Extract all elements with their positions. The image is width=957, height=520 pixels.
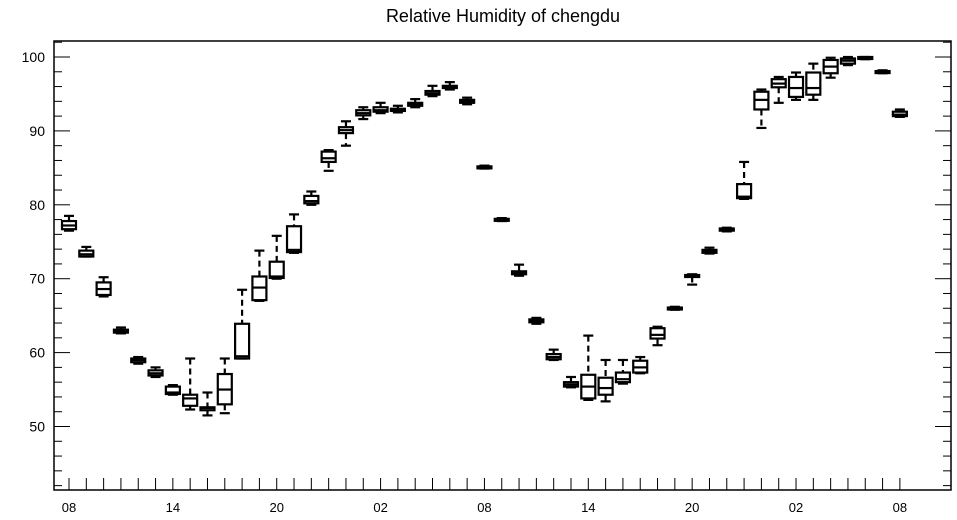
iqr-box <box>268 260 285 280</box>
box-hour-21 <box>424 84 441 98</box>
iqr-box <box>234 322 251 360</box>
iqr-box <box>735 183 753 200</box>
box-hour-31 <box>597 358 614 403</box>
box-hour-38 <box>718 226 735 233</box>
y-tick-label: 100 <box>22 49 46 65</box>
box-hour-47 <box>874 69 891 75</box>
y-tick-label: 90 <box>29 123 45 139</box>
iqr-box <box>285 225 303 254</box>
box-hour-25 <box>493 217 510 223</box>
chart-title: Relative Humidity of chengdu <box>386 6 620 26</box>
box-hour-12 <box>268 234 285 280</box>
box-hour-39 <box>735 160 753 200</box>
x-tick-label: 20 <box>685 500 699 515</box>
y-tick-label: 70 <box>29 271 45 287</box>
box-hour-35 <box>666 305 683 311</box>
box-hour-20 <box>407 98 424 109</box>
box-hour-34 <box>649 325 666 347</box>
box-hour-19 <box>389 104 406 114</box>
box-hour-8 <box>199 391 216 417</box>
iqr-box <box>303 194 320 205</box>
box-hour-22 <box>441 81 458 91</box>
iqr-box <box>614 371 632 384</box>
iqr-box <box>787 75 805 99</box>
box-series <box>60 55 908 417</box>
box-hour-23 <box>459 96 476 106</box>
box-hour-2 <box>95 276 112 298</box>
box-hour-36 <box>684 273 701 286</box>
box-hour-42 <box>787 71 805 101</box>
box-hour-13 <box>285 213 303 254</box>
box-hour-26 <box>510 263 528 277</box>
x-tick-label: 14 <box>166 500 180 515</box>
box-hour-17 <box>355 106 372 121</box>
box-hour-9 <box>216 357 233 415</box>
box-hour-5 <box>147 366 164 379</box>
iqr-box <box>182 393 199 407</box>
box-hour-44 <box>822 56 839 79</box>
box-hour-43 <box>805 62 822 101</box>
plot-area-frame <box>53 40 952 491</box>
box-hour-18 <box>372 101 389 115</box>
box-hour-45 <box>839 55 857 67</box>
iqr-box <box>320 150 337 164</box>
x-axis: 08 14 20 02 08 14 20 02 08 <box>62 478 907 515</box>
box-hour-41 <box>770 75 787 104</box>
box-hour-24 <box>476 164 493 170</box>
x-tick-label: 20 <box>269 500 283 515</box>
box-hour-37 <box>701 246 718 255</box>
y-tick-label: 80 <box>29 197 45 213</box>
x-tick-label: 08 <box>893 500 907 515</box>
box-hour-33 <box>632 355 649 375</box>
y-tick-label: 50 <box>29 419 45 435</box>
box-hour-3 <box>112 326 130 335</box>
box-hour-32 <box>614 358 632 385</box>
box-hour-0 <box>60 214 78 232</box>
iqr-box <box>164 385 181 396</box>
box-hour-10 <box>234 288 251 360</box>
iqr-box <box>597 376 614 396</box>
x-tick-label: 02 <box>789 500 803 515</box>
box-hour-15 <box>320 149 337 172</box>
box-hour-11 <box>251 249 268 302</box>
box-hour-4 <box>130 355 147 365</box>
iqr-box <box>805 71 822 96</box>
box-hour-28 <box>545 348 562 362</box>
box-hour-1 <box>78 245 95 258</box>
x-tick-label: 08 <box>477 500 491 515</box>
box-hour-48 <box>891 108 908 118</box>
box-hour-16 <box>337 120 355 147</box>
box-hour-46 <box>857 55 874 61</box>
y-tick-label: 60 <box>29 345 45 361</box>
x-tick-label: 14 <box>581 500 595 515</box>
x-tick-label: 08 <box>62 500 76 515</box>
box-hour-30 <box>580 334 597 401</box>
box-hour-6 <box>164 384 181 396</box>
box-hour-40 <box>753 88 770 130</box>
iqr-box <box>649 327 666 340</box>
box-hour-14 <box>303 190 320 206</box>
x-tick-label: 02 <box>373 500 387 515</box>
box-hour-7 <box>182 357 199 411</box>
box-hour-29 <box>562 375 580 389</box>
y-axis: 50 60 70 80 90 100 <box>22 41 951 487</box>
box-hour-27 <box>528 316 545 325</box>
